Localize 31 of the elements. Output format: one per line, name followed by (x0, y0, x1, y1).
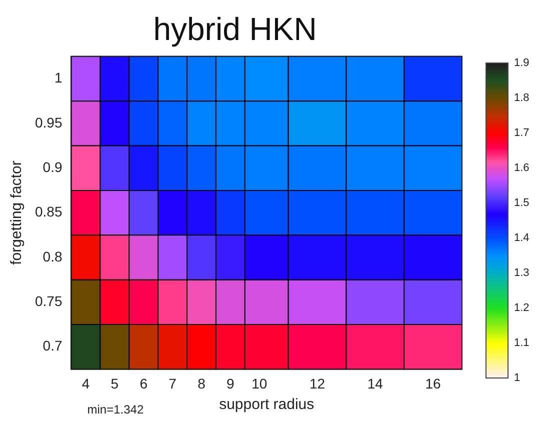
color-bar-label: 1 (514, 372, 520, 384)
color-bar-label: 1.2 (514, 302, 530, 314)
y-tick-label: 0.75 (35, 293, 62, 310)
color-bar-label: 1.9 (514, 57, 530, 70)
y-tick-label: 0.8 (42, 248, 62, 264)
y-tick-label: 0.9 (42, 158, 62, 175)
color-bar-label: 1.8 (514, 92, 530, 104)
x-tick-label: 7 (168, 375, 177, 392)
y-tick-label: 0.95 (35, 114, 62, 130)
x-tick-label: 8 (198, 375, 206, 392)
x-tick-label: 10 (252, 375, 268, 392)
x-axis-title: support radius (219, 396, 314, 414)
y-tick-label: 1 (54, 70, 62, 86)
text: min=1.342 (87, 402, 144, 416)
x-tick-label: 16 (425, 375, 442, 392)
x-tick-label: 5 (110, 375, 119, 392)
x-tick-label: 6 (140, 375, 148, 392)
x-tick-label: 14 (367, 375, 384, 392)
x-tick-label: 4 (82, 375, 90, 392)
color-bar-label: 1.6 (514, 162, 530, 174)
chart-title: hybrid HKN (153, 11, 317, 48)
x-tick-label: 9 (226, 375, 235, 392)
color-bar-label: 1.5 (514, 197, 530, 210)
y-axis-title: forgetting factor (8, 160, 26, 265)
y-tick-label: 0.7 (42, 338, 62, 354)
color-bar-label: 1.4 (514, 232, 530, 244)
color-bar-label: 1.1 (514, 337, 530, 350)
x-tick-label: 12 (309, 375, 326, 392)
color-bar-label: 1.7 (514, 127, 530, 140)
y-tick-label: 0.85 (35, 204, 62, 220)
color-bar-label: 1.3 (514, 267, 530, 280)
